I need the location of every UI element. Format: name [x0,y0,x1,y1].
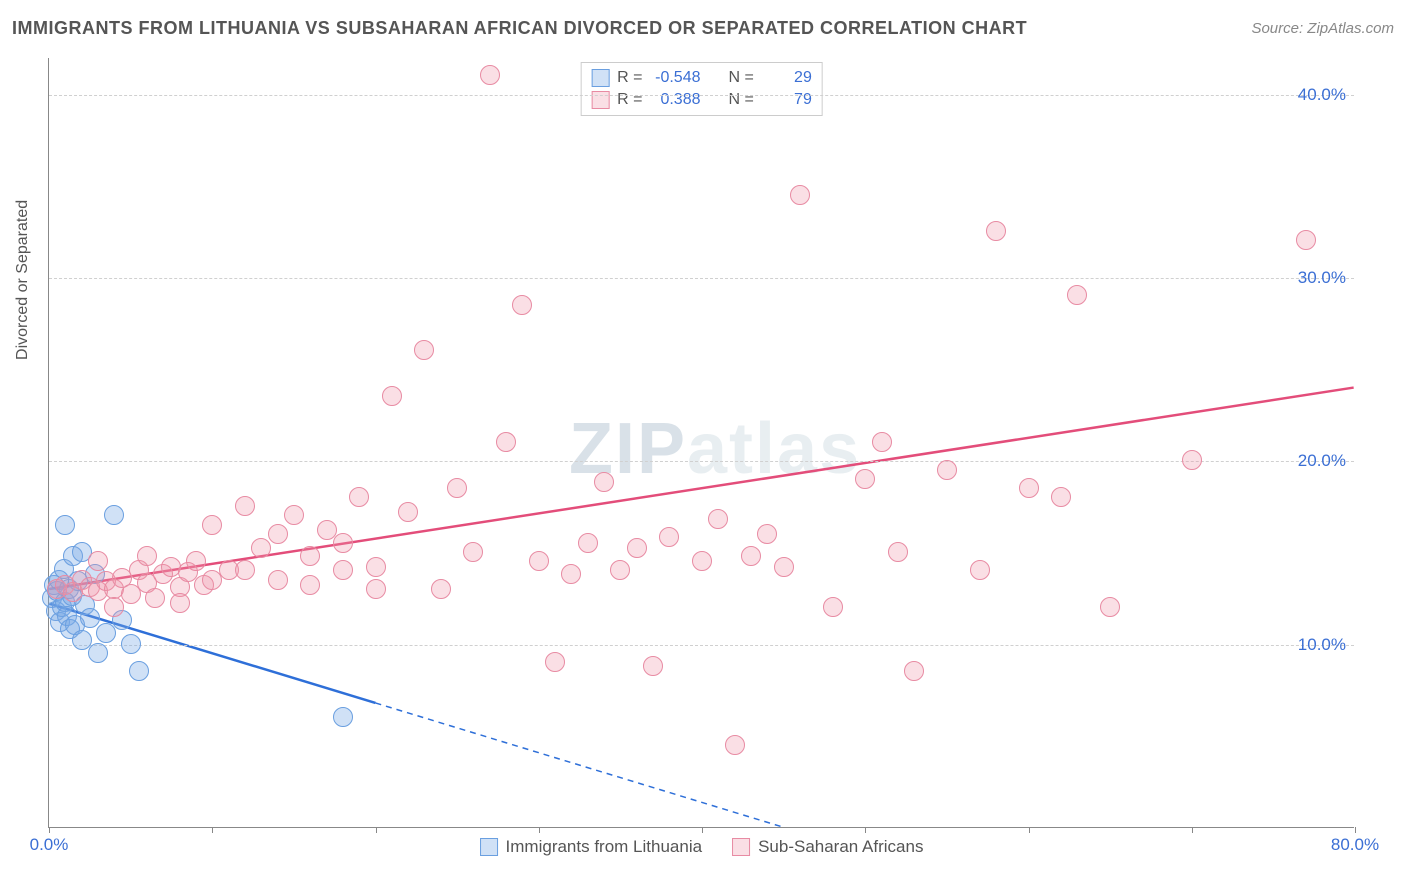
data-point-subsaharan [268,524,288,544]
data-point-subsaharan [610,560,630,580]
trend-lines [49,58,1354,827]
data-point-subsaharan [463,542,483,562]
data-point-subsaharan [480,65,500,85]
data-point-subsaharan [145,588,165,608]
data-point-subsaharan [431,579,451,599]
data-point-subsaharan [1182,450,1202,470]
data-point-subsaharan [349,487,369,507]
data-point-subsaharan [300,575,320,595]
data-point-subsaharan [872,432,892,452]
plot-area: ZIPatlas R =-0.548N =29R =0.388N =79 Imm… [48,58,1354,828]
data-point-lithuania [104,505,124,525]
data-point-subsaharan [333,560,353,580]
chart-header: IMMIGRANTS FROM LITHUANIA VS SUBSAHARAN … [12,18,1394,39]
x-tick [1192,827,1193,833]
data-point-subsaharan [235,496,255,516]
y-tick-label: 30.0% [1298,268,1346,288]
data-point-subsaharan [333,533,353,553]
data-point-subsaharan [986,221,1006,241]
data-point-subsaharan [741,546,761,566]
data-point-subsaharan [757,524,777,544]
data-point-subsaharan [1051,487,1071,507]
data-point-subsaharan [545,652,565,672]
x-tick-label: 0.0% [30,835,69,855]
gridline [49,278,1354,279]
data-point-subsaharan [659,527,679,547]
data-point-lithuania [121,634,141,654]
x-tick [1029,827,1030,833]
gridline [49,645,1354,646]
legend-item-subsaharan: Sub-Saharan Africans [732,837,923,857]
legend-stat-row-lithuania: R =-0.548N =29 [591,67,812,89]
legend-correlation-box: R =-0.548N =29R =0.388N =79 [580,62,823,116]
data-point-lithuania [88,643,108,663]
gridline [49,95,1354,96]
x-tick [1355,827,1356,833]
data-point-lithuania [55,515,75,535]
data-point-subsaharan [496,432,516,452]
data-point-subsaharan [888,542,908,562]
data-point-subsaharan [529,551,549,571]
data-point-subsaharan [1100,597,1120,617]
data-point-subsaharan [235,560,255,580]
data-point-subsaharan [137,546,157,566]
y-tick-label: 20.0% [1298,451,1346,471]
data-point-subsaharan [170,593,190,613]
x-tick-label: 80.0% [1331,835,1379,855]
data-point-subsaharan [366,557,386,577]
data-point-subsaharan [774,557,794,577]
data-point-subsaharan [594,472,614,492]
data-point-subsaharan [627,538,647,558]
data-point-subsaharan [561,564,581,584]
data-point-subsaharan [937,460,957,480]
data-point-subsaharan [823,597,843,617]
data-point-subsaharan [643,656,663,676]
x-tick [49,827,50,833]
y-tick-label: 10.0% [1298,635,1346,655]
data-point-lithuania [80,608,100,628]
data-point-subsaharan [251,538,271,558]
x-tick [539,827,540,833]
x-tick [702,827,703,833]
data-point-subsaharan [692,551,712,571]
data-point-subsaharan [366,579,386,599]
data-point-subsaharan [1019,478,1039,498]
legend-item-lithuania: Immigrants from Lithuania [480,837,703,857]
data-point-subsaharan [202,515,222,535]
data-point-subsaharan [447,478,467,498]
gridline [49,461,1354,462]
legend-series: Immigrants from Lithuania Sub-Saharan Afr… [480,837,924,857]
y-axis-title: Divorced or Separated [14,200,32,360]
data-point-subsaharan [970,560,990,580]
data-point-subsaharan [578,533,598,553]
chart-title: IMMIGRANTS FROM LITHUANIA VS SUBSAHARAN … [12,18,1027,39]
legend-stat-row-subsaharan: R =0.388N =79 [591,89,812,111]
data-point-subsaharan [186,551,206,571]
data-point-subsaharan [855,469,875,489]
data-point-lithuania [129,661,149,681]
data-point-subsaharan [398,502,418,522]
data-point-subsaharan [708,509,728,529]
data-point-subsaharan [88,551,108,571]
data-point-subsaharan [414,340,434,360]
data-point-lithuania [333,707,353,727]
data-point-lithuania [96,623,116,643]
data-point-subsaharan [284,505,304,525]
data-point-subsaharan [1067,285,1087,305]
data-point-subsaharan [1296,230,1316,250]
data-point-subsaharan [725,735,745,755]
x-tick [212,827,213,833]
data-point-subsaharan [300,546,320,566]
data-point-subsaharan [104,597,124,617]
data-point-subsaharan [382,386,402,406]
x-tick [865,827,866,833]
chart-source: Source: ZipAtlas.com [1251,20,1394,37]
y-tick-label: 40.0% [1298,85,1346,105]
data-point-subsaharan [512,295,532,315]
data-point-subsaharan [268,570,288,590]
x-tick [376,827,377,833]
data-point-subsaharan [790,185,810,205]
data-point-subsaharan [202,570,222,590]
data-point-subsaharan [904,661,924,681]
